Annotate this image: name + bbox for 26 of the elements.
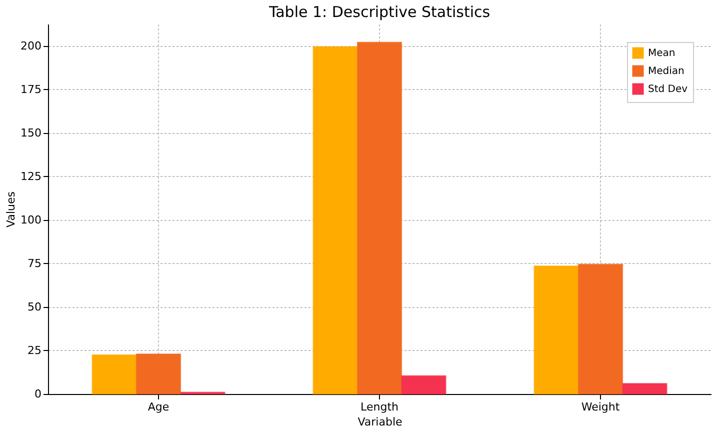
y-tick-label: 125 — [20, 170, 42, 183]
x-axis-title: Variable — [358, 416, 402, 428]
bar — [534, 266, 579, 394]
chart-title: Table 1: Descriptive Statistics — [268, 3, 490, 21]
y-tick-label: 100 — [20, 213, 42, 226]
x-tick-label: Weight — [581, 400, 620, 414]
bar — [136, 353, 182, 394]
y-tick-label: 0 — [34, 388, 42, 400]
bar — [356, 42, 402, 394]
legend-label: Median — [648, 66, 684, 77]
y-tick-label: 175 — [20, 82, 42, 96]
x-tick-label: Length — [360, 400, 398, 414]
y-tick-label: 150 — [20, 126, 42, 140]
bar — [312, 46, 358, 394]
x-tick-label: Age — [148, 400, 170, 414]
bar — [578, 264, 624, 394]
legend-label: Std Dev — [648, 84, 688, 95]
bar — [92, 354, 137, 394]
bar — [622, 383, 668, 394]
y-tick-label: 200 — [20, 39, 42, 52]
y-tick-label: 25 — [28, 344, 42, 357]
y-tick-label: 75 — [28, 256, 42, 270]
y-tick-label: 50 — [28, 300, 42, 314]
bar — [401, 375, 446, 394]
legend-label: Mean — [648, 48, 676, 59]
y-axis-title: Values — [4, 191, 18, 228]
